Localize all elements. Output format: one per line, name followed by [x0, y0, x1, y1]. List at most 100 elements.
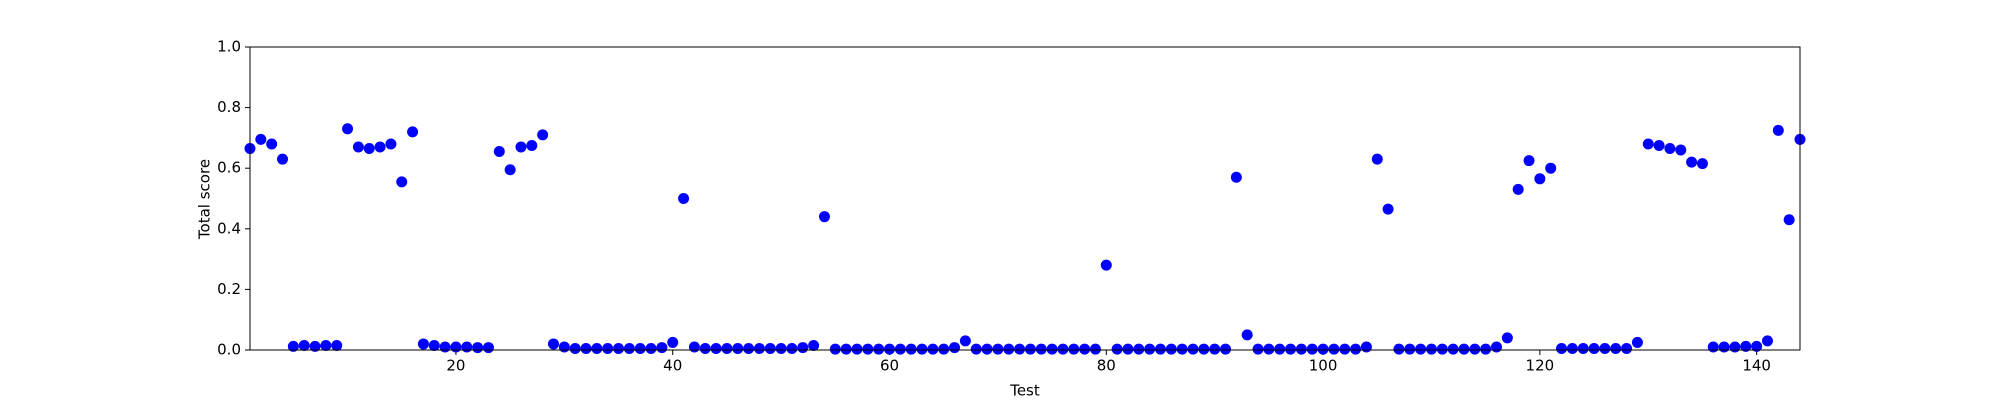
point — [959, 335, 971, 347]
point — [1198, 343, 1210, 355]
point — [1122, 343, 1134, 355]
point — [1751, 340, 1763, 352]
point — [808, 339, 820, 351]
point — [374, 141, 386, 153]
point — [1328, 343, 1340, 355]
x-tick-label: 80 — [1097, 357, 1116, 375]
x-tick-label: 60 — [880, 357, 899, 375]
point — [352, 141, 364, 153]
point — [1772, 124, 1784, 136]
point — [797, 342, 809, 354]
point — [1523, 155, 1535, 167]
point — [1057, 343, 1069, 355]
point — [1545, 162, 1557, 174]
point — [385, 138, 397, 150]
point — [710, 342, 722, 354]
point — [1274, 343, 1286, 355]
point — [1610, 342, 1622, 354]
point — [1111, 343, 1123, 355]
point — [721, 342, 733, 354]
point — [1393, 343, 1405, 355]
point — [1003, 343, 1015, 355]
point — [1187, 343, 1199, 355]
point — [580, 342, 592, 354]
point — [613, 342, 625, 354]
point — [1566, 342, 1578, 354]
point — [1458, 343, 1470, 355]
point — [840, 343, 852, 355]
point — [472, 342, 484, 354]
point — [1653, 139, 1665, 151]
point — [949, 342, 961, 354]
point — [450, 341, 462, 353]
point — [1220, 343, 1232, 355]
point — [309, 340, 321, 352]
point — [1176, 343, 1188, 355]
point — [277, 153, 289, 165]
point — [1718, 341, 1730, 353]
point — [526, 139, 538, 151]
y-tick-label: 0.0 — [217, 341, 241, 359]
point — [818, 211, 830, 223]
point — [342, 123, 354, 135]
point — [732, 342, 744, 354]
point — [829, 343, 841, 355]
point — [634, 342, 646, 354]
point — [1404, 343, 1416, 355]
point — [591, 342, 603, 354]
point — [753, 342, 765, 354]
x-tick-label: 120 — [1526, 357, 1555, 375]
point — [623, 342, 635, 354]
point — [1469, 343, 1481, 355]
point — [1068, 343, 1080, 355]
point — [1209, 343, 1221, 355]
point — [1024, 343, 1036, 355]
point — [1577, 342, 1589, 354]
point — [439, 341, 451, 353]
point — [1371, 153, 1383, 165]
point — [1512, 183, 1524, 195]
point — [764, 342, 776, 354]
y-tick-label: 0.6 — [217, 159, 241, 177]
point — [515, 141, 527, 153]
point — [504, 164, 516, 176]
point — [1664, 143, 1676, 155]
point — [417, 338, 429, 350]
point — [1491, 341, 1503, 353]
point — [1014, 343, 1026, 355]
point — [1339, 343, 1351, 355]
point — [970, 343, 982, 355]
y-tick-label: 0.4 — [217, 219, 241, 237]
point — [1133, 343, 1145, 355]
point — [851, 343, 863, 355]
point — [927, 343, 939, 355]
point — [1100, 259, 1112, 271]
y-axis-label: Total score — [196, 159, 214, 240]
point — [667, 336, 679, 348]
point — [775, 342, 787, 354]
point — [1729, 341, 1741, 353]
point — [699, 342, 711, 354]
point — [1707, 341, 1719, 353]
point — [1154, 343, 1166, 355]
point — [938, 343, 950, 355]
point — [916, 343, 928, 355]
x-tick-label: 100 — [1309, 357, 1338, 375]
point — [1534, 173, 1546, 185]
point — [1252, 343, 1264, 355]
point — [331, 339, 343, 351]
x-axis-label: Test — [1009, 382, 1040, 400]
y-tick-label: 0.2 — [217, 280, 241, 298]
point — [1480, 343, 1492, 355]
point — [981, 343, 993, 355]
point — [1599, 342, 1611, 354]
point — [255, 133, 267, 145]
point — [1295, 343, 1307, 355]
point — [1230, 171, 1242, 183]
point — [1686, 156, 1698, 168]
point — [298, 339, 310, 351]
point — [1079, 343, 1091, 355]
point — [1501, 332, 1513, 344]
point — [493, 146, 505, 158]
